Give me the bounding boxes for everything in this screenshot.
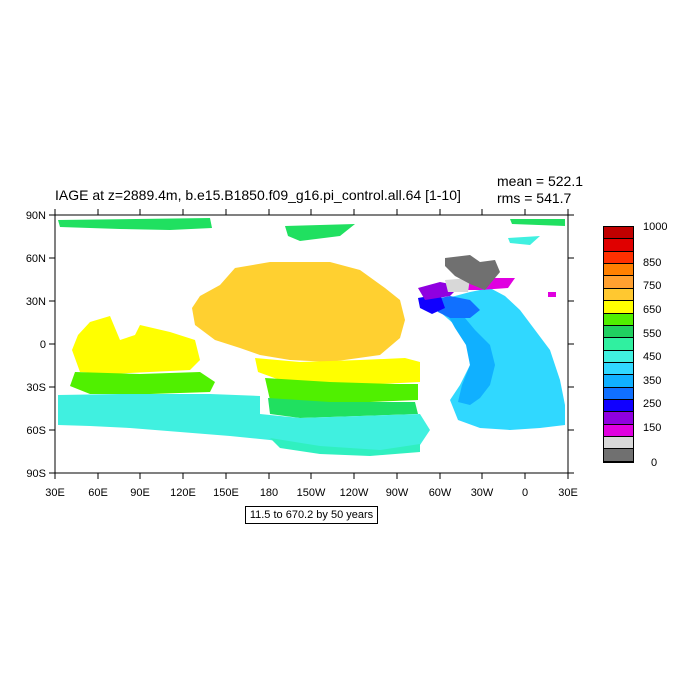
colorbar-cell: [604, 264, 633, 277]
arctic-cyan: [508, 236, 540, 245]
southern-cyan: [58, 394, 430, 452]
indian-yellow: [72, 316, 200, 374]
lon-label: 30W: [471, 487, 494, 499]
colorbar-cell: [604, 437, 633, 450]
lat-ticks: [49, 214, 574, 474]
colorbar-label: 650: [643, 304, 662, 316]
colorbar-cell: [604, 400, 633, 413]
lon-label: 180: [260, 487, 278, 499]
lat-labels: 90N 60N 30N 0 30S 60S 90S: [26, 210, 46, 480]
lon-label: 120E: [170, 487, 196, 499]
lat-label: 90N: [26, 210, 46, 222]
lon-label: 120W: [340, 487, 369, 499]
lon-label: 30E: [45, 487, 65, 499]
lat-label: 0: [40, 339, 46, 351]
colorbar-label: 450: [643, 351, 662, 363]
colorbar-label: 250: [643, 398, 662, 410]
stats-block: mean = 522.1 rms = 541.7: [497, 173, 583, 207]
nordic-gray: [445, 255, 500, 290]
colorbar-cell: [604, 449, 633, 462]
mean-value: mean = 522.1: [497, 173, 584, 189]
colorbar-cell: [604, 325, 633, 339]
lat-label: 30S: [26, 382, 46, 394]
colorbar-label: 850: [643, 257, 662, 269]
nordic-lgray: [445, 278, 470, 292]
lon-label: 60W: [429, 487, 452, 499]
colorbar-label: 1000: [643, 221, 668, 233]
colorbar-cell: [604, 276, 633, 289]
colorbar-label: 750: [643, 280, 662, 292]
lon-ticks: [54, 209, 569, 479]
pacific-lgreen: [265, 378, 418, 404]
ocean-fields: [58, 218, 565, 456]
pacific-gold: [192, 262, 405, 362]
lon-label: 0: [522, 487, 528, 499]
colorbar-label: 550: [643, 328, 662, 340]
lon-label: 30E: [558, 487, 578, 499]
rms-value: rms = 541.7: [497, 190, 572, 206]
lon-labels: 30E 60E 90E 120E 150E 180 150W 120W 90W …: [45, 487, 578, 499]
colorbar-label: 0: [651, 457, 658, 469]
pacific-green: [268, 398, 418, 418]
colorbar-cell: [604, 424, 633, 438]
lon-label: 90W: [386, 487, 409, 499]
southern-teal: [270, 438, 420, 456]
lat-label: 60S: [26, 425, 46, 437]
colorbar-cell: [604, 375, 633, 388]
colorbar-cell: [604, 251, 633, 265]
colorbar-cell: [604, 301, 633, 314]
med-magenta: [548, 292, 556, 297]
indian-green: [70, 372, 215, 394]
colorbar: [603, 226, 634, 463]
lon-label: 150W: [297, 487, 326, 499]
lat-label: 90S: [26, 468, 46, 480]
colorbar-cell: [604, 338, 633, 351]
lon-label: 150E: [213, 487, 239, 499]
colorbar-cell: [604, 288, 633, 302]
colorbar-cell: [604, 387, 633, 401]
colorbar-cell: [604, 313, 633, 326]
lat-label: 60N: [26, 253, 46, 265]
lon-label: 90E: [130, 487, 150, 499]
atlantic-blue: [445, 310, 495, 405]
colorbar-cell: [604, 239, 633, 252]
colorbar-cell: [604, 227, 633, 240]
s-pacific-yellow: [255, 358, 420, 384]
arctic-green-2: [285, 224, 355, 241]
contour-range-label: 11.5 to 670.2 by 50 years: [245, 506, 378, 524]
lat-label: 30N: [26, 296, 46, 308]
colorbar-cell: [604, 412, 633, 425]
arctic-green: [58, 218, 212, 230]
arctic-green-3: [510, 219, 565, 226]
colorbar-cell: [604, 362, 633, 376]
colorbar-label: 150: [643, 422, 662, 434]
plot-title: IAGE at z=2889.4m, b.e15.B1850.f09_g16.p…: [55, 187, 461, 203]
colorbar-cell: [604, 350, 633, 363]
colorbar-label: 350: [643, 375, 662, 387]
lon-label: 60E: [88, 487, 108, 499]
